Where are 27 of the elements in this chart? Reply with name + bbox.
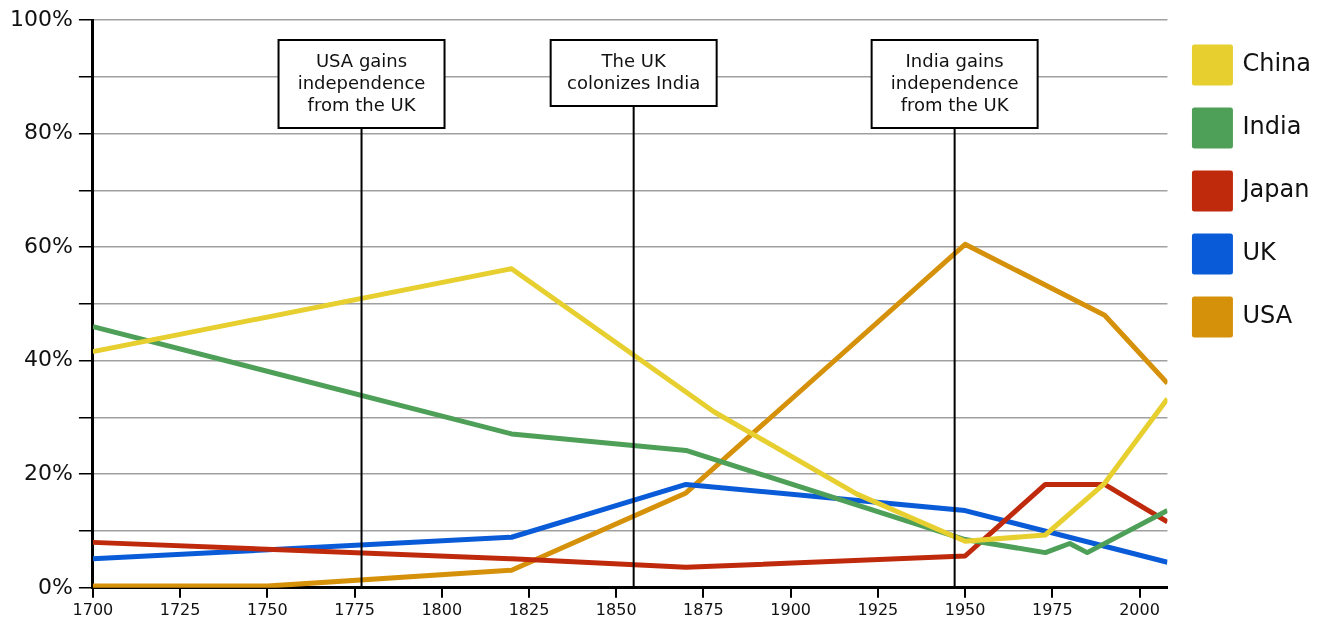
legend-label: India	[1242, 112, 1302, 141]
legend-label: China	[1242, 49, 1312, 78]
x-tick-label: 1975	[1031, 599, 1073, 619]
x-tick-label: 1850	[595, 599, 637, 619]
x-tick-label: 1925	[857, 599, 899, 619]
y-tick-label: 80%	[23, 119, 73, 145]
legend-label: USA	[1242, 301, 1293, 330]
ref-line-label: The UK colonizes India	[567, 49, 701, 93]
x-tick-label: 1700	[72, 599, 114, 619]
x-tick-label: 1875	[683, 599, 724, 619]
x-tick-label: 1825	[508, 599, 550, 619]
ref-line-label: India gains independence from the UK	[890, 49, 1019, 115]
legend-label: UK	[1242, 238, 1278, 267]
y-tick-label: 0%	[37, 573, 73, 599]
y-tick-label: 60%	[23, 232, 73, 258]
x-tick-label: 1725	[159, 599, 201, 619]
y-tick-label: 100%	[9, 5, 73, 31]
x-tick-label: 2000	[1119, 599, 1160, 619]
x-tick-label: 1900	[770, 599, 812, 619]
x-tick-label: 1800	[421, 599, 463, 619]
y-tick-label: 40%	[23, 346, 73, 372]
y-tick-label: 20%	[23, 459, 73, 485]
ref-line-label: USA gains independence from the UK	[297, 49, 426, 115]
x-tick-label: 1950	[944, 599, 986, 619]
x-tick-label: 1775	[334, 599, 375, 619]
x-tick-label: 1750	[246, 599, 288, 619]
legend-label: Japan	[1240, 175, 1310, 204]
